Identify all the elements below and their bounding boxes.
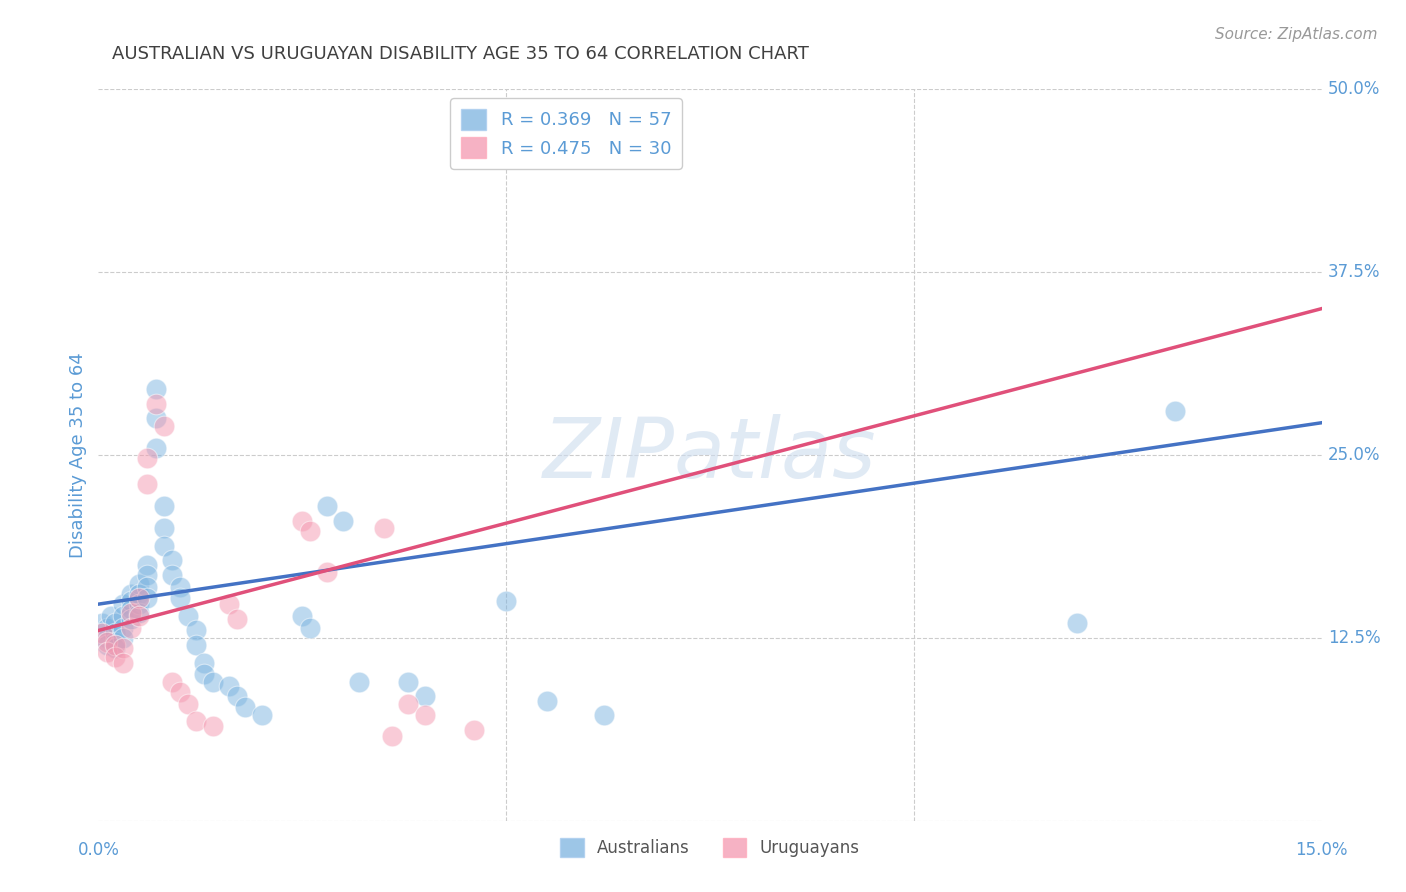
Point (104, 649, 127, 664)
Point (193, 667, 215, 681)
Text: 12.5%: 12.5% (1327, 629, 1381, 647)
Text: 15.0%: 15.0% (1295, 841, 1348, 859)
Point (1164, 404, 1187, 418)
Text: AUSTRALIAN VS URUGUAYAN DISABILITY AGE 35 TO 64 CORRELATION CHART: AUSTRALIAN VS URUGUAYAN DISABILITY AGE 3… (112, 45, 810, 62)
Point (145, 382, 167, 396)
Point (120, 621, 142, 635)
Point (169, 580, 191, 594)
Point (169, 591, 191, 606)
Y-axis label: Disability Age 35 to 64: Disability Age 35 to 64 (69, 352, 87, 558)
Point (120, 601, 142, 615)
Legend: Australians, Uruguayans: Australians, Uruguayans (554, 831, 866, 863)
Point (96, 631, 118, 645)
Point (315, 565, 337, 579)
Point (193, 656, 215, 670)
Point (233, 699, 256, 714)
Point (100, 608, 122, 623)
Text: Source: ZipAtlas.com: Source: ZipAtlas.com (1215, 27, 1378, 42)
Point (186, 624, 208, 638)
Point (104, 638, 127, 652)
Point (413, 690, 436, 704)
Point (226, 690, 249, 704)
Point (91, 616, 114, 631)
Point (160, 553, 183, 567)
Point (536, 694, 558, 708)
Point (111, 631, 134, 645)
Point (152, 499, 174, 513)
Point (128, 591, 150, 606)
Point (111, 608, 134, 623)
Point (201, 718, 224, 732)
Point (152, 539, 174, 553)
Point (136, 567, 159, 582)
Point (91, 626, 114, 640)
Point (128, 587, 150, 601)
Point (111, 621, 134, 635)
Point (218, 679, 240, 693)
Point (1066, 616, 1088, 631)
Point (111, 640, 134, 655)
Text: 50.0%: 50.0% (1327, 80, 1381, 98)
Point (177, 697, 200, 711)
Point (120, 606, 142, 620)
Text: 37.5%: 37.5% (1327, 263, 1381, 281)
Point (145, 411, 167, 425)
Point (128, 597, 150, 611)
Point (299, 621, 322, 635)
Point (104, 640, 127, 655)
Point (299, 524, 322, 538)
Point (291, 608, 314, 623)
Text: 25.0%: 25.0% (1327, 446, 1381, 464)
Point (111, 597, 134, 611)
Point (120, 594, 142, 608)
Point (136, 558, 159, 572)
Point (495, 594, 517, 608)
Point (201, 674, 224, 689)
Point (145, 397, 167, 411)
Point (96, 635, 118, 649)
Point (160, 567, 183, 582)
Point (226, 612, 249, 626)
Point (186, 638, 208, 652)
Point (120, 587, 142, 601)
Point (104, 616, 127, 631)
Point (152, 521, 174, 535)
Point (177, 608, 200, 623)
Point (218, 597, 240, 611)
Point (128, 608, 150, 623)
Text: ZIPatlas: ZIPatlas (543, 415, 877, 495)
Point (136, 477, 159, 491)
Point (104, 626, 127, 640)
Point (332, 514, 354, 528)
Point (373, 521, 395, 535)
Point (169, 685, 191, 699)
Point (96, 645, 118, 659)
Point (593, 708, 616, 723)
Point (96, 621, 118, 635)
Point (463, 723, 485, 737)
Point (111, 656, 134, 670)
Point (396, 674, 419, 689)
Point (291, 514, 314, 528)
Point (413, 708, 436, 723)
Point (160, 674, 183, 689)
Point (250, 708, 273, 723)
Point (128, 576, 150, 591)
Point (381, 729, 404, 743)
Point (136, 591, 159, 606)
Point (136, 580, 159, 594)
Point (120, 612, 142, 626)
Point (152, 418, 174, 433)
Point (104, 635, 127, 649)
Point (315, 499, 337, 513)
Point (96, 638, 118, 652)
Point (136, 450, 159, 465)
Point (128, 606, 150, 620)
Point (349, 674, 371, 689)
Point (186, 714, 208, 728)
Point (396, 697, 419, 711)
Text: 0.0%: 0.0% (77, 841, 120, 859)
Point (145, 441, 167, 455)
